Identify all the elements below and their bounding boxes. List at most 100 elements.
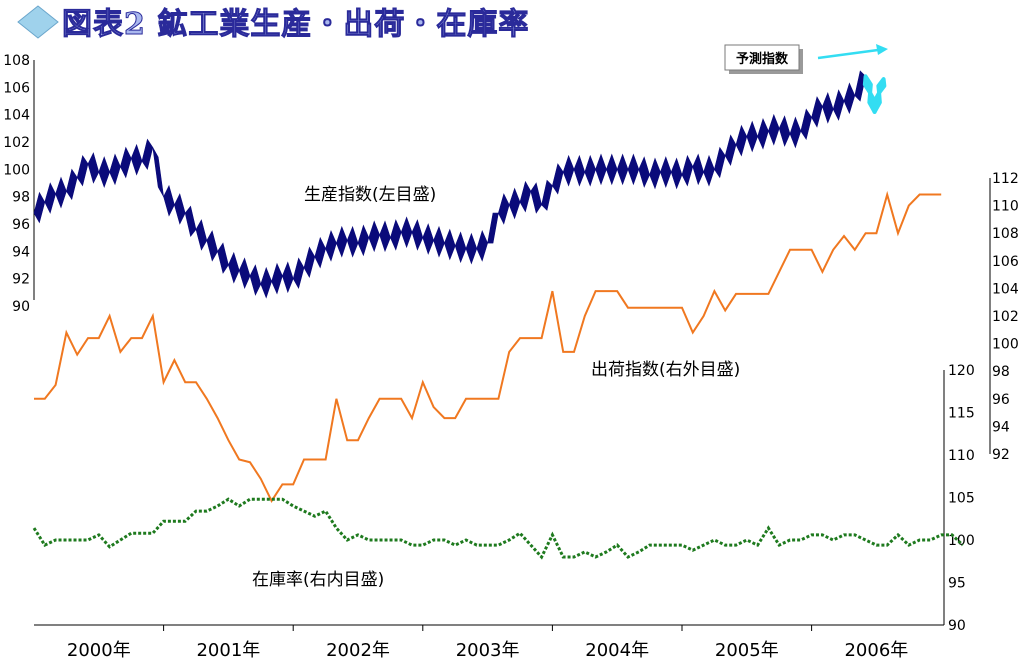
production-segment — [746, 120, 758, 153]
production-segment — [562, 154, 575, 187]
production-segment — [660, 156, 672, 188]
series-layer — [32, 70, 964, 560]
production-segment — [303, 246, 316, 279]
left-tick-label: 106 — [3, 80, 30, 96]
production-segment — [141, 138, 154, 171]
production-segment — [292, 257, 305, 289]
production-segment — [649, 157, 661, 190]
production-segment — [206, 230, 218, 262]
forecast-segment — [876, 77, 887, 95]
production-segment — [55, 176, 67, 209]
right-inner-tick-label: 115 — [948, 406, 975, 422]
production-segment — [163, 184, 175, 217]
production-segment — [357, 224, 370, 257]
production-segment — [271, 262, 283, 295]
production-segment — [508, 187, 521, 220]
production-segment — [778, 115, 791, 147]
production-segment — [400, 216, 413, 249]
left-tick-label: 90 — [12, 299, 30, 315]
production-segment — [325, 230, 337, 262]
production-segment — [606, 153, 618, 186]
production-segment — [260, 266, 272, 299]
production-segment — [152, 147, 164, 197]
production-segment — [44, 182, 56, 214]
production-segment — [757, 117, 769, 150]
production-segment — [422, 223, 434, 255]
production-segment — [498, 193, 510, 225]
production-segment — [87, 152, 100, 184]
inventory-annotation: 在庫率(右内目盛) — [252, 570, 384, 590]
production-annotation: 生産指数(左目盛) — [304, 185, 436, 205]
left-tick-label: 100 — [3, 162, 30, 178]
production-segment — [519, 180, 532, 213]
right-outer-tick-label: 94 — [992, 419, 1010, 435]
production-segment — [184, 205, 197, 237]
left-tick-label: 108 — [3, 53, 30, 69]
production-segment — [487, 212, 499, 244]
left-axis-ticks: 90 92 94 96 98 100 102 104 106 108 — [3, 53, 30, 315]
left-tick-label: 104 — [3, 108, 30, 124]
right-inner-tick-label: 120 — [948, 363, 975, 379]
production-segment — [411, 219, 424, 251]
right-outer-tick-label: 100 — [992, 337, 1019, 353]
production-segment — [811, 96, 823, 128]
production-segment — [314, 236, 326, 269]
production-segment — [627, 153, 640, 186]
chart-title: 図表2 鉱工業生産・出荷・在庫率 — [62, 7, 529, 42]
right-inner-tick-label: 95 — [948, 576, 966, 592]
shipments-line — [34, 190, 942, 503]
production-segment — [681, 154, 694, 187]
production-segment — [584, 154, 596, 187]
production-segment — [433, 225, 445, 258]
right-inner-axis-ticks: 90 95 100 105 110 115 120 — [948, 363, 975, 634]
diamond-icon — [17, 5, 59, 39]
year-label: 2005年 — [715, 640, 779, 661]
production-segment — [454, 231, 467, 264]
right-inner-tick-label: 105 — [948, 491, 975, 507]
production-segment — [552, 163, 564, 195]
production-segment — [130, 143, 143, 176]
production-segment — [724, 134, 737, 166]
production-segment — [843, 82, 856, 115]
production-segment — [703, 154, 715, 187]
right-outer-tick-label: 106 — [992, 254, 1019, 270]
shipments-annotation: 出荷指数(右外目盛) — [591, 360, 740, 380]
production-segment — [33, 191, 46, 224]
production-segment — [444, 228, 456, 261]
forecast-series — [862, 74, 887, 114]
forecast-arrow — [817, 48, 879, 60]
forecast-arrowhead — [876, 44, 888, 55]
forecast-callout: 予測指数 — [724, 44, 888, 74]
forecast-segment — [871, 90, 882, 114]
inventory-line — [32, 497, 964, 560]
forecast-callout-box — [724, 44, 800, 71]
production-segment — [789, 116, 802, 149]
production-segment — [465, 232, 478, 265]
production-series — [33, 70, 866, 299]
production-segment — [530, 182, 542, 214]
production-segment — [195, 219, 208, 251]
production-segment — [98, 156, 110, 188]
right-outer-tick-label: 96 — [992, 392, 1010, 408]
production-segment — [670, 157, 683, 190]
production-segment — [573, 154, 586, 187]
title-group: 図表2 鉱工業生産・出荷・在庫率 — [17, 5, 529, 43]
right-outer-tick-label: 92 — [992, 447, 1010, 463]
year-label: 2003年 — [456, 640, 520, 661]
right-inner-tick-label: 110 — [948, 448, 975, 464]
production-segment — [800, 108, 812, 140]
production-segment — [714, 146, 726, 179]
right-outer-tick-label: 102 — [992, 309, 1019, 325]
year-label: 2000年 — [67, 640, 131, 661]
production-segment — [174, 193, 186, 225]
production-segment — [768, 113, 780, 146]
production-segment — [217, 242, 229, 274]
year-label: 2006年 — [844, 640, 908, 661]
production-segment — [822, 91, 834, 124]
forecast-callout-label: 予測指数 — [736, 51, 789, 67]
production-segment — [249, 264, 262, 296]
left-tick-label: 102 — [3, 135, 30, 151]
right-outer-tick-label: 110 — [992, 199, 1019, 215]
production-segment — [282, 261, 294, 294]
